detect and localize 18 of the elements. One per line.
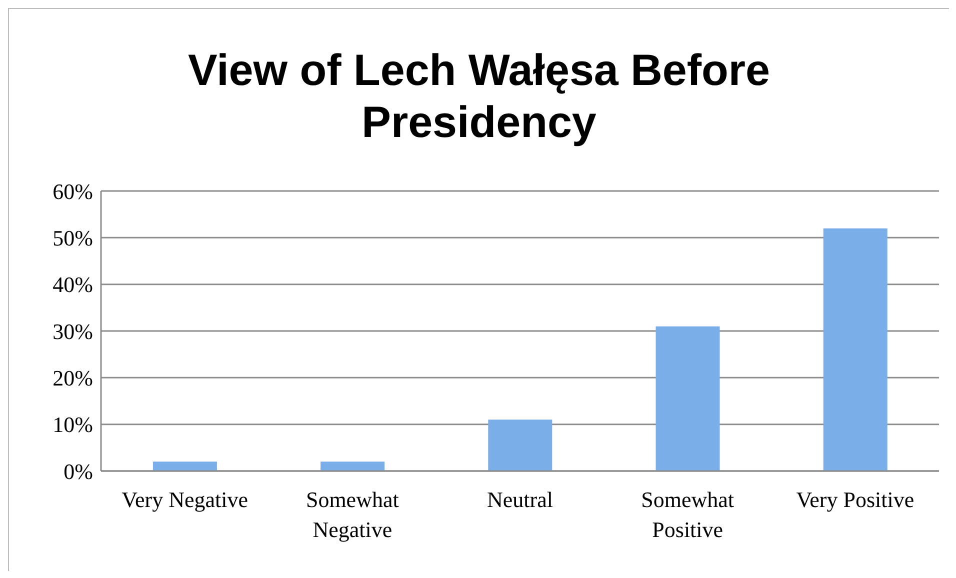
bar	[656, 326, 720, 471]
chart-title: View of Lech Wałęsa Before Presidency	[187, 45, 771, 149]
y-tick-label: 40%	[52, 272, 93, 298]
y-tick-label: 20%	[52, 365, 93, 390]
y-tick-label: 60%	[52, 178, 93, 204]
bar	[320, 462, 385, 471]
y-tick-label: 0%	[64, 458, 93, 484]
y-tick-label: 50%	[52, 225, 93, 250]
bar	[823, 228, 888, 471]
x-tick-label: Somewhat Positive	[641, 487, 734, 542]
x-tick-label: Neutral	[487, 487, 553, 512]
y-tick-label: 10%	[52, 412, 93, 438]
x-tick-label: Somewhat Negative	[306, 487, 399, 542]
x-tick-label: Very Negative	[122, 487, 248, 512]
bar	[488, 420, 552, 471]
x-tick-label: Very Positive	[796, 487, 914, 512]
y-tick-label: 30%	[52, 318, 93, 344]
bar	[152, 462, 217, 471]
